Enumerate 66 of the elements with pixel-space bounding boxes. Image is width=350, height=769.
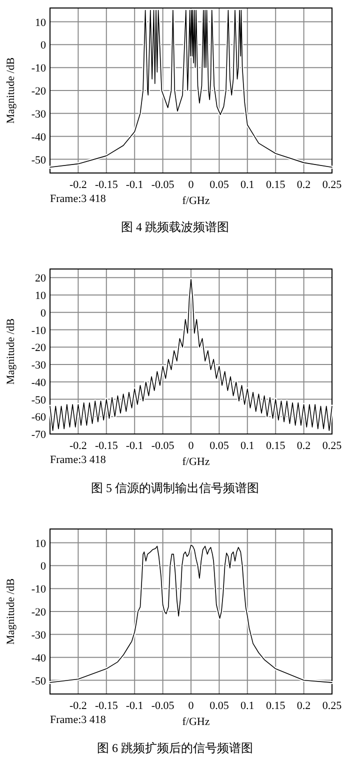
y-tick-label: -20 <box>31 342 46 354</box>
y-tick-label: 10 <box>35 290 46 302</box>
y-tick-label: -50 <box>31 675 46 688</box>
y-tick-label: 0 <box>40 560 46 573</box>
y-tick-label: -40 <box>31 652 46 664</box>
y-axis-title: Magnitude /dB <box>5 57 17 124</box>
x-tick-label: -0.15 <box>94 179 118 191</box>
x-tick-label: 0.25 <box>322 179 342 191</box>
x-tick-label: -0.1 <box>126 440 144 452</box>
text: Frame:3 418 <box>50 714 106 726</box>
y-tick-label: -30 <box>31 629 46 642</box>
x-tick-label: 0 <box>188 179 194 191</box>
x-tick-label: 0.15 <box>266 700 286 712</box>
x-tick-label: 0.1 <box>240 700 254 712</box>
x-tick-label: -0.2 <box>69 700 87 712</box>
x-tick-label: 0.1 <box>240 440 254 452</box>
x-axis-title: f/GHz <box>182 195 210 207</box>
x-tick-label: 0.05 <box>210 440 230 452</box>
x-tick-label: 0 <box>188 440 194 452</box>
y-tick-label: 10 <box>35 538 46 550</box>
x-tick-label: -0.05 <box>151 700 175 712</box>
y-tick-label: -30 <box>31 108 46 120</box>
y-tick-label: -70 <box>31 429 46 441</box>
text: 图 5 信源的调制输出信号频谱图 <box>91 481 259 495</box>
x-tick-label: 0.25 <box>322 440 342 452</box>
y-tick-label: -10 <box>31 584 46 596</box>
y-tick-label: -10 <box>31 324 46 337</box>
x-tick-label: -0.05 <box>151 440 175 452</box>
y-tick-label: -20 <box>31 606 46 618</box>
text: 图 4 跳频载波频谱图 <box>121 220 229 234</box>
y-tick-label: -50 <box>31 394 46 406</box>
x-tick-label: 0.2 <box>296 179 311 191</box>
text: 图 6 跳频扩频后的信号频谱图 <box>97 741 253 755</box>
y-tick-label: 0 <box>40 307 46 320</box>
x-tick-label: -0.1 <box>126 179 144 191</box>
y-axis-title: Magnitude /dB <box>5 578 17 645</box>
x-axis-title: f/GHz <box>182 456 210 468</box>
x-tick-label: 0.15 <box>266 179 286 191</box>
x-tick-label: 0 <box>188 700 194 712</box>
y-tick-label: -50 <box>31 154 46 166</box>
x-tick-label: 0.05 <box>210 700 230 712</box>
y-tick-label: -30 <box>31 360 46 372</box>
x-axis-title: f/GHz <box>182 716 210 728</box>
x-tick-label: 0.15 <box>266 440 286 452</box>
x-tick-label: 0.2 <box>296 700 311 712</box>
x-tick-label: 0.1 <box>240 179 254 191</box>
x-tick-label: -0.15 <box>94 440 118 452</box>
text: Frame:3 418 <box>50 193 106 205</box>
x-tick-label: -0.2 <box>69 179 87 191</box>
x-tick-label: 0.25 <box>322 700 342 712</box>
x-tick-label: -0.1 <box>126 700 144 712</box>
x-tick-label: 0.05 <box>210 179 230 191</box>
y-tick-label: -10 <box>31 62 46 75</box>
y-tick-label: 0 <box>40 40 46 52</box>
y-axis-title: Magnitude /dB <box>5 318 17 385</box>
y-tick-label: 10 <box>35 16 46 29</box>
x-tick-label: -0.15 <box>94 700 118 712</box>
y-tick-label: -40 <box>31 376 46 389</box>
text: Frame:3 418 <box>50 454 106 466</box>
x-tick-label: 0.2 <box>296 440 311 452</box>
y-tick-label: -40 <box>31 131 46 144</box>
y-tick-label: -20 <box>31 86 46 98</box>
y-tick-label: -60 <box>31 412 46 424</box>
x-tick-label: -0.05 <box>151 179 175 191</box>
x-tick-label: -0.2 <box>69 440 87 452</box>
y-tick-label: 20 <box>35 272 46 285</box>
